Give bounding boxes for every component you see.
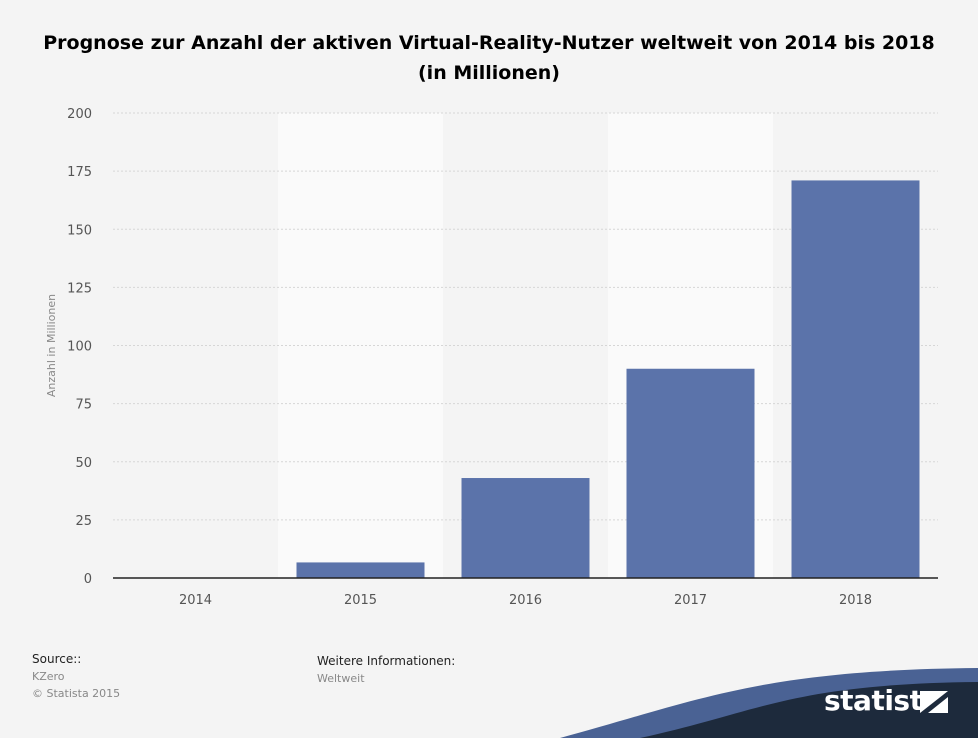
bars [131,180,920,579]
y-tick-label: 200 [67,107,92,122]
source-heading: Source:: [32,652,82,666]
x-tick-label: 2016 [509,593,542,608]
x-tick-label: 2015 [344,593,377,608]
y-tick-labels: 0 25 50 75 100 125 150 175 200 [67,107,92,587]
copyright: © Statista 2015 [32,687,121,700]
y-tick-label: 50 [75,456,92,471]
y-tick-label: 150 [67,223,92,238]
source-name: KZero [32,670,65,683]
y-tick-label: 100 [67,340,92,355]
x-tick-label: 2017 [674,593,707,608]
y-tick-label: 25 [75,514,92,529]
y-tick-label: 125 [67,281,92,296]
x-tick-label: 2018 [839,593,872,608]
chart-title: Prognose zur Anzahl der aktiven Virtual-… [43,32,935,84]
y-axis-label: Anzahl in Millionen [45,294,58,397]
y-tick-label: 175 [67,165,92,180]
statista-logo-icon [920,691,948,713]
source-block: Source:: KZero © Statista 2015 [32,651,120,702]
x-tick-labels: 2014 2015 2016 2017 2018 [179,593,872,608]
y-tick-label: 0 [84,572,92,587]
info-heading: Weitere Informationen: [317,654,456,668]
bar-2015[interactable] [296,562,425,578]
bar-2016[interactable] [461,478,590,578]
bar-2018[interactable] [791,180,920,579]
y-tick-label: 75 [75,398,92,413]
info-value: Weltweit [317,672,365,685]
info-block: Weitere Informationen: Weltweit [317,653,455,687]
x-tick-label: 2014 [179,593,212,608]
bar-2017[interactable] [626,368,755,578]
